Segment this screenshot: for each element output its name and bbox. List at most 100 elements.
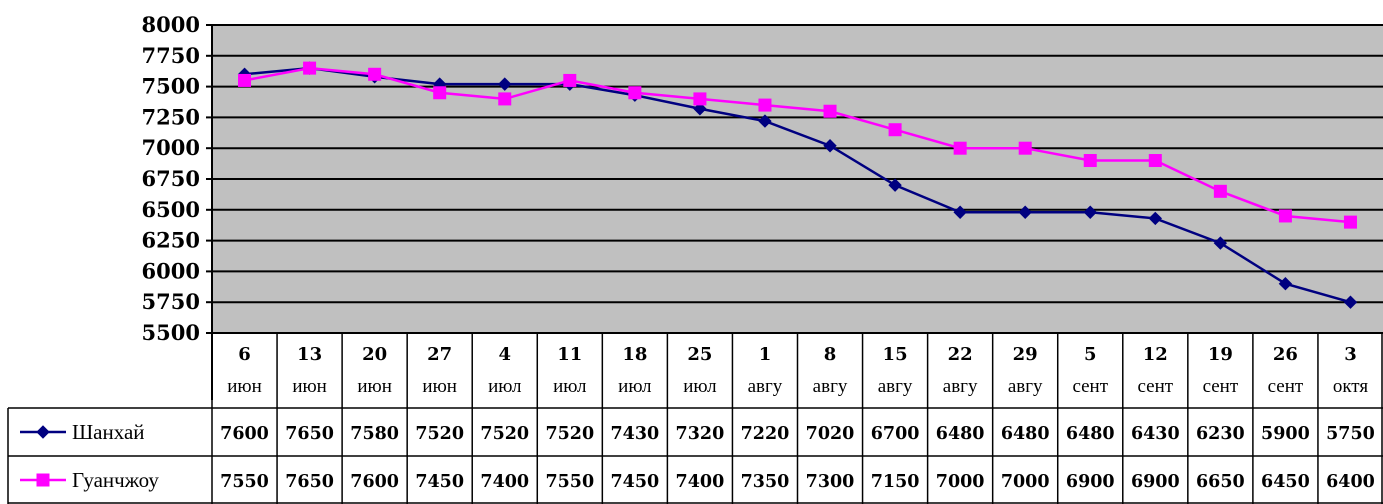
x-tick-month: авгу [748, 376, 783, 397]
table-value-cell: 6900 [1066, 472, 1115, 492]
x-tick-day: 20 [362, 344, 387, 365]
table-value-cell: 6900 [1131, 472, 1180, 492]
data-point [954, 142, 966, 154]
x-tick-month: июн [227, 376, 262, 397]
y-tick-label: 7750 [142, 43, 200, 68]
table-value-cell: 7520 [480, 424, 529, 444]
table-value-cell: 7400 [676, 472, 725, 492]
table-value-cell: 7450 [611, 472, 660, 492]
table-value-cell: 7520 [545, 424, 594, 444]
x-tick-month: июн [422, 376, 457, 397]
table-value-cell: 7600 [350, 472, 399, 492]
data-point [239, 74, 251, 86]
x-tick-day: 4 [498, 344, 511, 365]
table-value-cell: 7550 [220, 472, 269, 492]
x-tick-day: 11 [557, 344, 582, 365]
table-value-cell: 6230 [1196, 424, 1245, 444]
table-value-cell: 7450 [415, 472, 464, 492]
x-tick-day: 27 [427, 344, 452, 365]
data-point [434, 87, 446, 99]
table-value-cell: 7430 [611, 424, 660, 444]
data-point [369, 68, 381, 80]
table-value-cell: 7020 [806, 424, 855, 444]
table-value-cell: 7000 [936, 472, 985, 492]
y-tick-label: 6750 [142, 166, 200, 191]
x-tick-day: 18 [622, 344, 647, 365]
x-tick-day: 15 [883, 344, 908, 365]
table-value-cell: 7400 [480, 472, 529, 492]
data-point [629, 87, 641, 99]
table-value-cell: 6400 [1326, 472, 1375, 492]
data-point [304, 62, 316, 74]
table-value-cell: 7550 [545, 472, 594, 492]
x-tick-month: июл [618, 376, 652, 397]
table-value-cell: 7350 [741, 472, 790, 492]
y-tick-label: 6250 [142, 228, 200, 253]
data-point [1344, 216, 1356, 228]
y-tick-label: 7250 [142, 104, 200, 129]
x-tick-month: июн [357, 376, 392, 397]
y-tick-label: 6500 [142, 197, 200, 222]
data-point [889, 124, 901, 136]
table-value-cell: 6700 [871, 424, 920, 444]
x-tick-day: 5 [1084, 344, 1097, 365]
table-value-cell: 5900 [1261, 424, 1310, 444]
table-value-cell: 6480 [1066, 424, 1115, 444]
table-value-cell: 7600 [220, 424, 269, 444]
data-point [1149, 155, 1161, 167]
data-point [694, 93, 706, 105]
data-point [37, 426, 49, 438]
x-tick-month: июн [292, 376, 327, 397]
y-tick-label: 7500 [142, 74, 200, 99]
legend-series-name: Гуанчжоу [72, 468, 159, 492]
table-value-cell: 6480 [936, 424, 985, 444]
y-tick-label: 6000 [142, 258, 200, 283]
x-tick-month: сент [1268, 376, 1304, 397]
table-value-cell: 7650 [285, 424, 334, 444]
x-tick-month: сент [1203, 376, 1239, 397]
y-tick-label: 5500 [142, 320, 200, 345]
x-tick-day: 19 [1208, 344, 1233, 365]
table-value-cell: 7520 [415, 424, 464, 444]
x-tick-day: 22 [948, 344, 973, 365]
data-point [1279, 210, 1291, 222]
table-value-cell: 7220 [741, 424, 790, 444]
table-value-cell: 6450 [1261, 472, 1310, 492]
x-tick-month: авгу [878, 376, 913, 397]
x-tick-day: 12 [1143, 344, 1168, 365]
x-tick-month: июл [488, 376, 522, 397]
x-tick-month: июл [683, 376, 717, 397]
table-value-cell: 6430 [1131, 424, 1180, 444]
x-tick-month: авгу [813, 376, 848, 397]
data-point [564, 74, 576, 86]
legend-series-name: Шанхай [72, 420, 145, 444]
table-value-cell: 5750 [1326, 424, 1375, 444]
table-value-cell: 6650 [1196, 472, 1245, 492]
data-point [1084, 155, 1096, 167]
table-value-cell: 6480 [1001, 424, 1050, 444]
table-value-cell: 7000 [1001, 472, 1050, 492]
x-tick-day: 26 [1273, 344, 1298, 365]
y-tick-label: 8000 [142, 12, 200, 37]
x-tick-month: авгу [1008, 376, 1043, 397]
data-point [1214, 185, 1226, 197]
table-value-cell: 7320 [676, 424, 725, 444]
table-value-cell: 7300 [806, 472, 855, 492]
x-tick-month: сент [1138, 376, 1174, 397]
x-tick-day: 6 [238, 344, 251, 365]
x-tick-month: сент [1072, 376, 1108, 397]
x-tick-month: октя [1333, 376, 1369, 397]
table-value-cell: 7150 [871, 472, 920, 492]
y-tick-label: 7000 [142, 135, 200, 160]
data-point [37, 474, 49, 486]
x-tick-day: 8 [824, 344, 837, 365]
data-point [1019, 142, 1031, 154]
table-value-cell: 7580 [350, 424, 399, 444]
x-tick-day: 13 [297, 344, 322, 365]
x-tick-month: июл [553, 376, 587, 397]
x-tick-day: 3 [1344, 344, 1357, 365]
table-value-cell: 7650 [285, 472, 334, 492]
x-tick-day: 25 [687, 344, 712, 365]
x-tick-month: авгу [943, 376, 978, 397]
